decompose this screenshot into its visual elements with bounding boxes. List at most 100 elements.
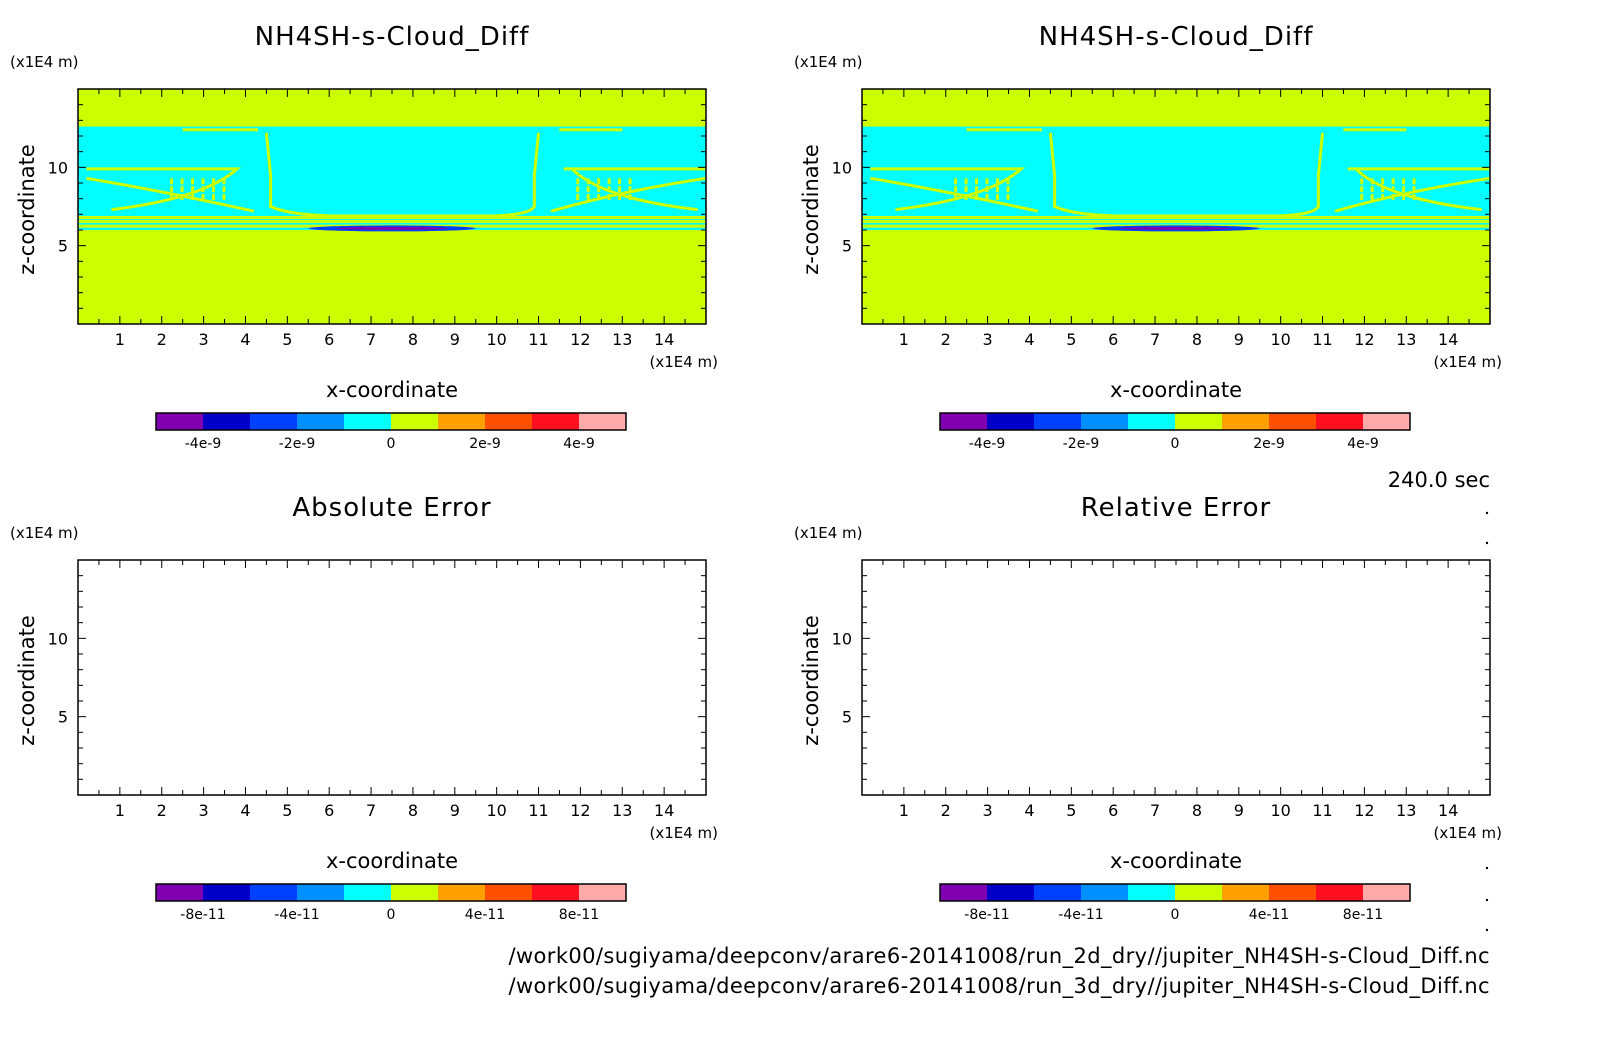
- contour-dot: [597, 186, 601, 193]
- colorbar-tick-label: -2e-9: [279, 436, 316, 452]
- colorbar-swatch: [250, 413, 298, 430]
- tick-marks: [862, 560, 1490, 795]
- x-unit-label: (x1E4 m): [1433, 353, 1502, 371]
- colorbar-swatch: [203, 413, 251, 430]
- colorbar-swatch: [1128, 413, 1176, 430]
- x-tick-label: 11: [1312, 330, 1332, 349]
- margin-dot: [1485, 511, 1489, 515]
- contour-dot: [597, 178, 601, 185]
- contour-dot: [1412, 193, 1416, 200]
- x-tick-label: 9: [450, 801, 460, 820]
- y-tick-label: 10: [832, 158, 852, 177]
- contour-dot: [576, 193, 580, 200]
- contour-dot: [191, 193, 195, 200]
- contour-dot: [222, 186, 226, 193]
- colorbar: -4e-9 -2e-9 0 2e-9 4e-9: [155, 412, 627, 452]
- contour-dot: [1391, 186, 1395, 193]
- x-tick-label: 10: [486, 801, 506, 820]
- colorbar-swatch: [1363, 884, 1411, 901]
- contour-dot: [985, 186, 989, 193]
- x-tick-label: 2: [941, 330, 951, 349]
- contour-dot: [191, 178, 195, 185]
- colorbar-frame: [155, 412, 627, 431]
- x-tick-label: 9: [450, 330, 460, 349]
- colorbar-swatch: [987, 413, 1035, 430]
- contour-dot: [985, 178, 989, 185]
- panel-title: Absolute Error: [292, 493, 491, 523]
- colorbar-swatch: [1175, 884, 1223, 901]
- y-tick-label: 5: [842, 237, 852, 256]
- contour-line: [86, 176, 707, 213]
- x-unit-label: (x1E4 m): [649, 824, 718, 842]
- colorbar-tick-label: 8e-11: [559, 907, 599, 923]
- x-tick-label: 9: [1234, 330, 1244, 349]
- colorbar-tick-label: 2e-9: [1253, 436, 1284, 452]
- colorbar-swatch: [940, 884, 988, 901]
- x-tick-label: 13: [1396, 801, 1416, 820]
- x-tick-label: 5: [1066, 330, 1076, 349]
- colorbar-tick-label: 0: [1171, 436, 1180, 452]
- contour-dot: [975, 178, 979, 185]
- y-tick-label: 5: [842, 708, 852, 727]
- x-tick-label: 1: [899, 801, 909, 820]
- colorbar-tick-label: 4e-9: [1347, 436, 1378, 452]
- x-tick-label: 12: [570, 330, 590, 349]
- y-unit-label: (x1E4 m): [794, 53, 863, 71]
- contour-dots: [170, 178, 632, 200]
- x-tick-label: 7: [366, 330, 376, 349]
- contour-dot: [618, 178, 622, 185]
- colorbar-swatch: [250, 884, 298, 901]
- x-tick-label: 4: [1024, 801, 1034, 820]
- x-tick-label: 14: [1438, 330, 1458, 349]
- x-tick-label: 11: [528, 801, 548, 820]
- colorbar-swatch: [987, 884, 1035, 901]
- x-tick-label: 12: [1354, 330, 1374, 349]
- x-tick-label: 4: [240, 330, 250, 349]
- contour-dot: [1360, 178, 1364, 185]
- colorbar-swatch: [1034, 413, 1082, 430]
- tick-marks: [862, 89, 1490, 324]
- x-tick-label: 2: [157, 330, 167, 349]
- colorbar-swatch: [391, 413, 439, 430]
- colorbar-swatch: [1222, 413, 1270, 430]
- x-tick-label: 1: [115, 801, 125, 820]
- colorbar-tick-label: 0: [387, 907, 396, 923]
- x-tick-label: 6: [324, 801, 334, 820]
- colorbar-tick-label: -4e-11: [1058, 907, 1103, 923]
- contour-dot: [995, 186, 999, 193]
- contour-dot: [586, 193, 590, 200]
- y-axis-label: z-coordinate: [799, 144, 823, 275]
- panel-2: NH4SH-s-Cloud_Diff(x1E4 m)1 2 3 4 5 6 7 8 9 10 11 1…: [794, 22, 1502, 452]
- contour-dot: [191, 186, 195, 193]
- x-tick-label: 5: [282, 330, 292, 349]
- colorbar-swatch: [1175, 413, 1223, 430]
- colorbar-swatch: [1363, 413, 1411, 430]
- colorbar-tick-label: 4e-11: [465, 907, 505, 923]
- colorbar-swatch: [579, 413, 627, 430]
- x-axis-label: x-coordinate: [326, 378, 458, 402]
- contour-dot: [964, 186, 968, 193]
- colorbar-swatch: [1128, 884, 1176, 901]
- plot-frame: [861, 559, 1491, 796]
- x-tick-label: 3: [983, 330, 993, 349]
- x-tick-label: 10: [486, 330, 506, 349]
- x-tick-label: 11: [528, 330, 548, 349]
- colorbar-frame: [939, 883, 1411, 902]
- x-tick-label: 8: [408, 801, 418, 820]
- panel-1: NH4SH-s-Cloud_Diff(x1E4 m)1 2 3 4 5 6 7 8 9 10 11 1…: [10, 22, 718, 452]
- colorbar-swatch: [438, 884, 486, 901]
- colorbar-tick-label: 8e-11: [1343, 907, 1383, 923]
- colorbar-swatch: [1269, 413, 1317, 430]
- contour-dot: [586, 186, 590, 193]
- x-tick-label: 10: [1270, 801, 1290, 820]
- minimum-core: [1120, 226, 1232, 230]
- contour-dot: [1412, 186, 1416, 193]
- x-tick-label: 7: [1150, 330, 1160, 349]
- contour-dot: [211, 193, 215, 200]
- time-label: 240.0 sec: [1387, 468, 1490, 492]
- contour-dot: [618, 186, 622, 193]
- colorbar-swatch: [1222, 884, 1270, 901]
- x-tick-label: 1: [899, 330, 909, 349]
- contour-dot: [607, 186, 611, 193]
- colorbar-swatch: [485, 413, 533, 430]
